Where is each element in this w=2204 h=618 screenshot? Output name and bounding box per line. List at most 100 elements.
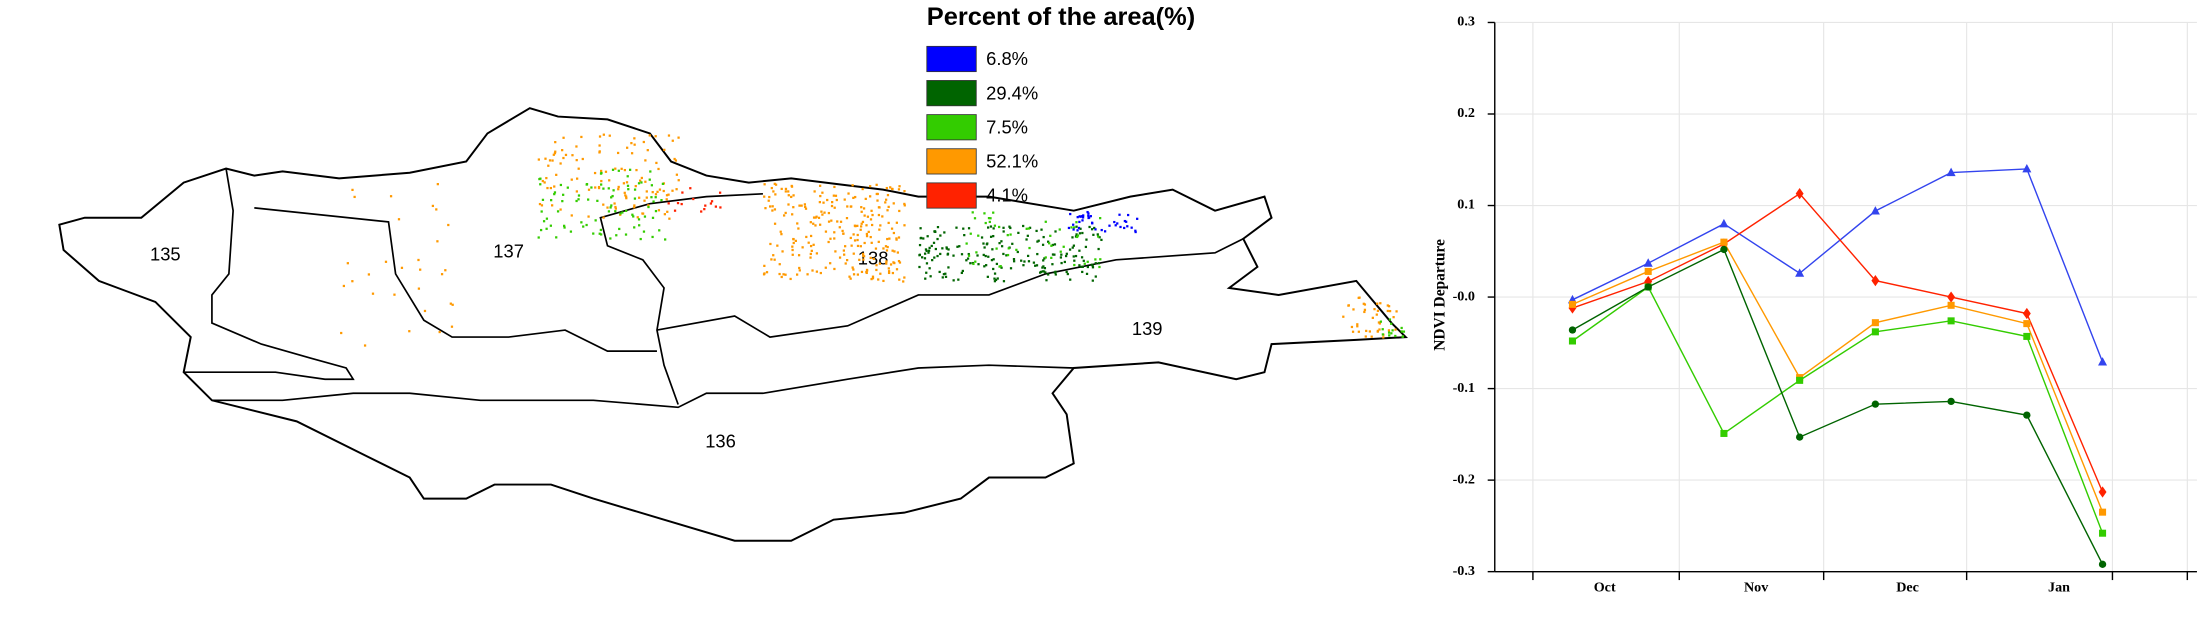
vegetation-pixel (987, 255, 990, 258)
vegetation-pixel (770, 186, 773, 190)
vegetation-pixel (787, 190, 790, 193)
vegetation-pixel (1087, 212, 1090, 215)
vegetation-pixel (1016, 250, 1019, 254)
vegetation-pixel (1125, 220, 1128, 223)
vegetation-pixel (1392, 316, 1395, 319)
vegetation-pixel (898, 209, 901, 213)
vegetation-pixel (843, 253, 846, 256)
vegetation-pixel (1087, 214, 1090, 217)
vegetation-pixel (1363, 310, 1366, 314)
marker (1568, 337, 1577, 345)
vegetation-pixel (918, 254, 921, 257)
vegetation-pixel (1134, 229, 1137, 232)
vegetation-pixel (875, 264, 878, 267)
vegetation-pixel (1034, 264, 1037, 267)
vegetation-pixel (417, 287, 421, 290)
vegetation-pixel (545, 176, 548, 180)
vegetation-pixel (1358, 296, 1361, 299)
vegetation-pixel (419, 268, 422, 271)
vegetation-pixel (804, 205, 807, 209)
vegetation-pixel (538, 177, 541, 181)
vegetation-pixel (654, 196, 657, 199)
vegetation-pixel (1077, 226, 1081, 230)
vegetation-pixel (844, 262, 847, 265)
vegetation-pixel (1080, 256, 1084, 259)
vegetation-pixel (887, 270, 891, 273)
vegetation-pixel (869, 195, 872, 198)
vegetation-pixel (809, 252, 812, 256)
marker (1871, 400, 1880, 408)
vegetation-pixel (667, 134, 671, 137)
vegetation-pixel (938, 270, 941, 274)
vegetation-pixel (897, 236, 901, 239)
vegetation-pixel (983, 246, 986, 249)
legend-swatch (926, 182, 977, 209)
vegetation-pixel (562, 193, 565, 196)
vegetation-pixel (604, 170, 608, 173)
vegetation-pixel (936, 237, 939, 241)
vegetation-pixel (763, 183, 766, 186)
vegetation-pixel (719, 206, 722, 209)
vegetation-pixel (885, 186, 888, 190)
region-label: 135 (150, 244, 181, 265)
vegetation-pixel (884, 245, 888, 248)
vegetation-pixel (1113, 220, 1116, 224)
vegetation-pixel (1072, 228, 1075, 231)
vegetation-pixel (541, 179, 544, 183)
vegetation-pixel (632, 215, 635, 218)
vegetation-pixel (869, 256, 872, 259)
vegetation-pixel (798, 204, 801, 207)
vegetation-pixel (918, 243, 922, 247)
vegetation-pixel (1075, 225, 1078, 228)
marker (1796, 376, 1804, 384)
vegetation-pixel (650, 196, 653, 199)
vegetation-pixel (642, 140, 645, 144)
vegetation-pixel (1097, 247, 1100, 251)
vegetation-pixel (616, 151, 620, 155)
marker (1795, 433, 1804, 441)
vegetation-pixel (633, 197, 637, 200)
vegetation-pixel (1114, 224, 1117, 227)
vegetation-pixel (547, 164, 550, 167)
vegetation-pixel (784, 211, 787, 215)
vegetation-pixel (1370, 335, 1373, 338)
vegetation-pixel (1088, 225, 1091, 229)
legend-label: 4.1% (986, 185, 1028, 206)
vegetation-pixel (625, 209, 628, 212)
vegetation-pixel (1051, 253, 1055, 256)
vegetation-pixel (634, 184, 637, 188)
vegetation-pixel (673, 209, 677, 212)
vegetation-pixel (821, 213, 824, 216)
vegetation-pixel (626, 184, 630, 187)
vegetation-pixel (351, 280, 354, 283)
marker (2022, 164, 2032, 173)
series-line (1572, 192, 2104, 493)
marker (1720, 245, 1728, 254)
vegetation-pixel (1378, 328, 1381, 331)
vegetation-pixel (852, 252, 855, 255)
vegetation-pixel (872, 257, 875, 260)
vegetation-pixel (928, 246, 931, 250)
vegetation-pixel (773, 182, 776, 185)
vegetation-pixel (836, 220, 839, 223)
vegetation-pixel (1394, 334, 1397, 338)
vegetation-pixel (1017, 231, 1020, 234)
vegetation-pixel (882, 279, 885, 283)
vegetation-pixel (770, 258, 773, 261)
vegetation-pixel (1126, 225, 1129, 228)
vegetation-pixel (1026, 254, 1030, 258)
y-tick-label: -0.1 (1453, 380, 1475, 396)
vegetation-pixel (860, 270, 864, 274)
vegetation-pixel (408, 330, 411, 333)
vegetation-pixel (555, 236, 558, 239)
vegetation-pixel (931, 258, 934, 262)
vegetation-pixel (839, 220, 843, 223)
vegetation-pixel (598, 135, 602, 138)
vegetation-pixel (1363, 303, 1367, 306)
vegetation-pixel (1085, 238, 1088, 241)
vegetation-pixel (436, 183, 439, 186)
vegetation-pixel (1035, 229, 1038, 233)
vegetation-pixel (815, 270, 819, 273)
vegetation-pixel (1093, 226, 1096, 230)
vegetation-pixel (1103, 230, 1107, 233)
